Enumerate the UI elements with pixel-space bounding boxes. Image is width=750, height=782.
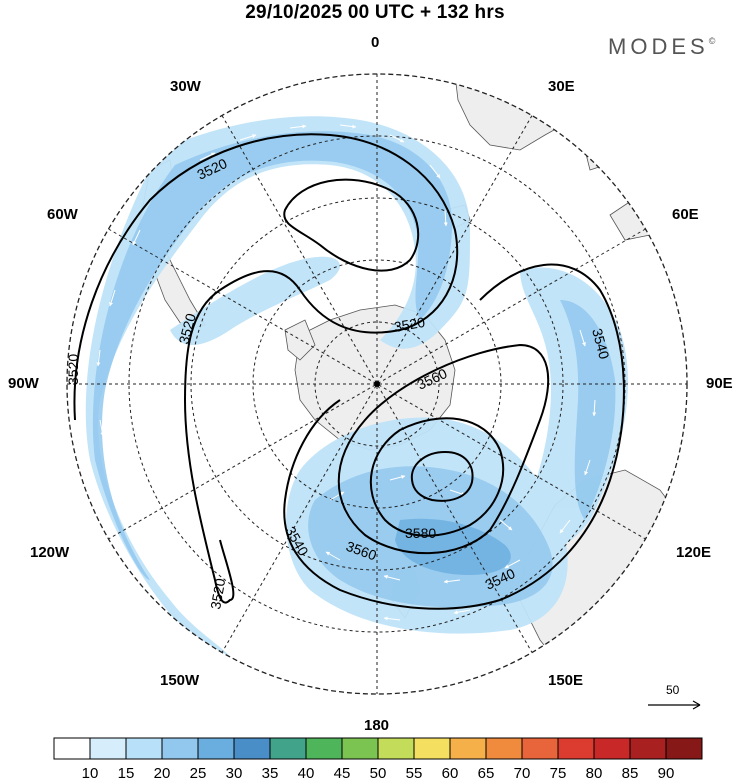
colorbar-tick-label: 80 [585, 765, 603, 782]
south-pole-marker [374, 381, 380, 387]
colorbar-swatch [233, 737, 271, 760]
contour-label: 3580 [405, 525, 436, 541]
wind-vectors [96, 124, 597, 621]
lon-label-0: 0 [371, 34, 380, 51]
colorbar-tick-label: 85 [621, 765, 639, 782]
map-boundary [66, 73, 688, 695]
colorbar-tick-label: 60 [441, 765, 459, 782]
colorbar-tick-label: 55 [405, 765, 423, 782]
contour-3520-closed [283, 178, 420, 272]
colorbar-swatch [197, 737, 235, 760]
colorbar-swatch [269, 737, 307, 760]
colorbar-swatch [521, 737, 559, 760]
colorbar-tick-label: 25 [189, 765, 207, 782]
lon-label-90e: 90E [706, 375, 733, 392]
lon-label-60e: 60E [672, 206, 699, 223]
colorbar-tick-label: 65 [477, 765, 495, 782]
colorbar-tick-label: 70 [513, 765, 531, 782]
lon-label-180: 180 [364, 717, 390, 734]
lon-label-150e: 150E [548, 672, 584, 689]
lon-label-120w: 120W [30, 544, 70, 561]
lon-label-30w: 30W [170, 78, 201, 95]
colorbar-swatch [557, 737, 595, 760]
contour-3560 [337, 343, 550, 555]
contour-3520-outer [73, 133, 459, 604]
colorbar-tick-label: 10 [81, 765, 99, 782]
colorbar-tick-label: 90 [657, 765, 675, 782]
lon-label-120e: 120E [676, 544, 712, 561]
colorbar-tick-label: 20 [153, 765, 171, 782]
contour-label: 3520 [393, 314, 427, 335]
lon-label-30e: 30E [548, 78, 575, 95]
contour-label: 3520 [65, 354, 81, 385]
colorbar-tick-label: 35 [261, 765, 279, 782]
colorbar-swatch [341, 737, 379, 760]
colorbar-swatch [161, 737, 199, 760]
antarctic-peninsula [284, 319, 316, 361]
colorbar-tick-label: 45 [333, 765, 351, 782]
colorbar-swatch [485, 737, 523, 760]
colorbar [53, 737, 703, 760]
colorbar-swatch [413, 737, 451, 760]
brand-name: MODES [608, 34, 709, 59]
contour-3600-core [410, 450, 474, 502]
colorbar-swatch [89, 737, 127, 760]
colorbar-tick-label: 50 [369, 765, 387, 782]
contour-3540 [283, 263, 625, 610]
colorbar-swatch [377, 737, 415, 760]
colorbar-swatch [629, 737, 667, 760]
map-title: 29/10/2025 00 UTC + 132 hrs [245, 2, 505, 23]
lon-label-150w: 150W [160, 672, 200, 689]
lon-label-90w: 90W [8, 375, 39, 392]
contour-label: 3520 [207, 577, 228, 611]
colorbar-tick-label: 40 [297, 765, 315, 782]
colorbar-swatch [125, 737, 163, 760]
lon-label-60w: 60W [47, 206, 78, 223]
contour-label: 3540 [589, 327, 613, 361]
colorbar-tick-label: 75 [549, 765, 567, 782]
brand-logo: MODES© [608, 34, 715, 60]
colorbar-tick-label: 15 [117, 765, 135, 782]
colorbar-swatch [665, 737, 703, 760]
colorbar-swatch [449, 737, 487, 760]
colorbar-tick-label: 30 [225, 765, 243, 782]
height-contours [73, 133, 625, 610]
wind-reference-arrow [648, 700, 701, 710]
contour-3580 [369, 417, 505, 537]
wind-shading-strong [395, 518, 511, 575]
wind-reference-value: 50 [666, 683, 680, 697]
colorbar-swatch [593, 737, 631, 760]
colorbar-swatch [53, 737, 91, 760]
contour-label: 3520 [175, 311, 199, 345]
copyright-mark: © [708, 36, 716, 46]
colorbar-swatch [305, 737, 343, 760]
